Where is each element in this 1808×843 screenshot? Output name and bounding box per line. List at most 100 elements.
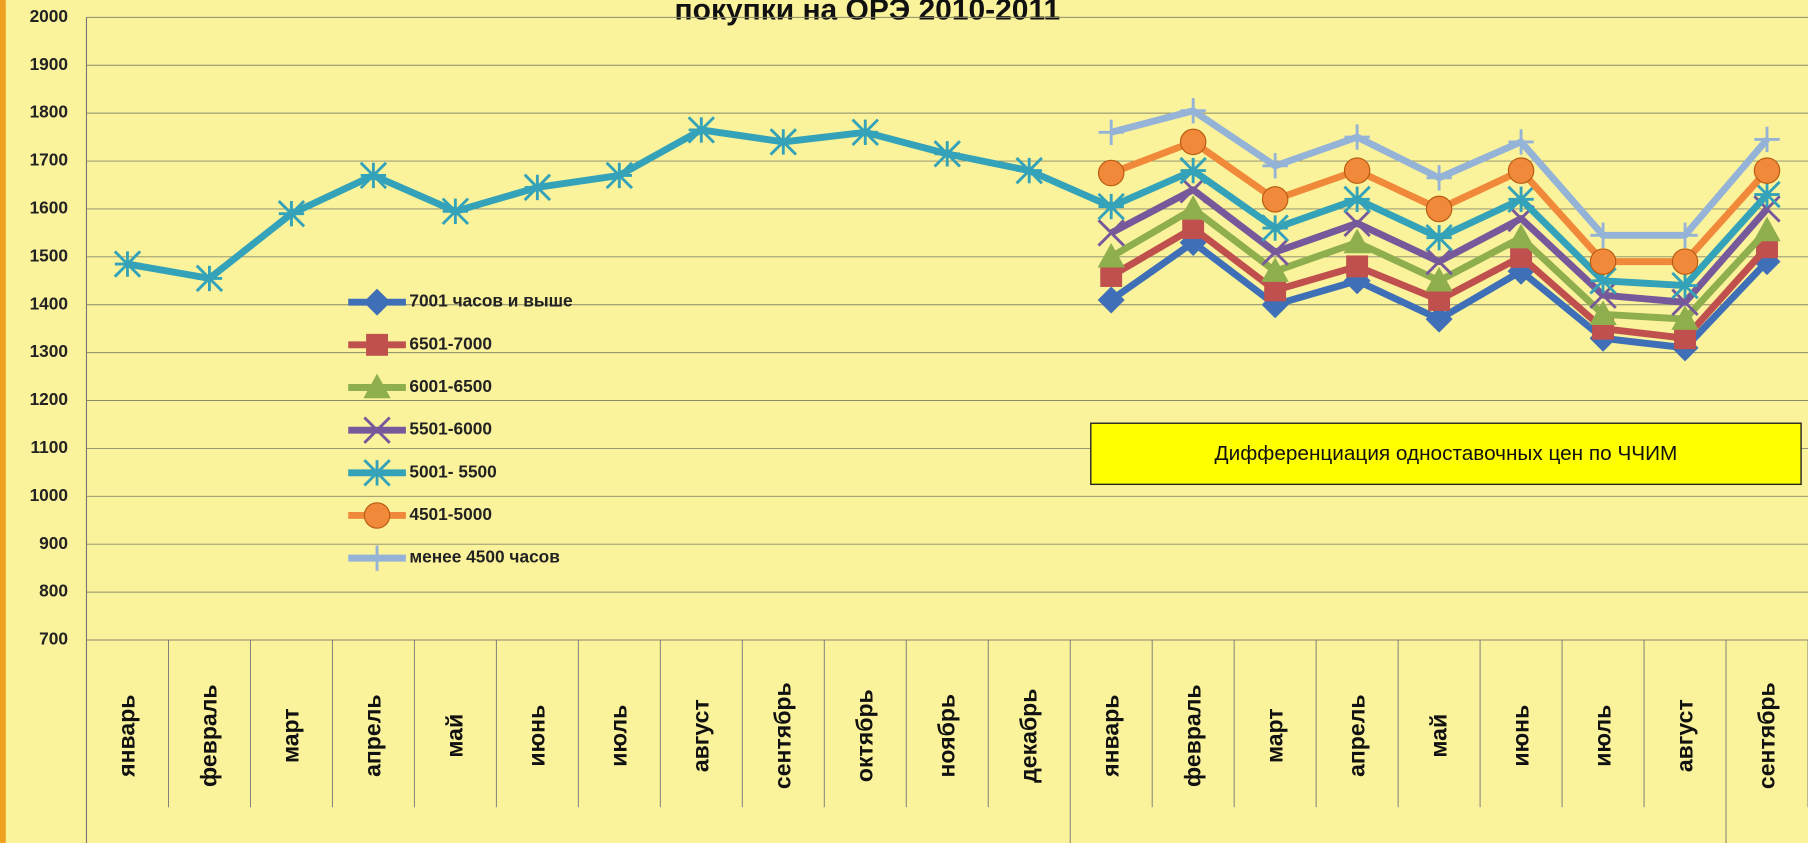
marker	[363, 416, 391, 444]
marker	[1261, 214, 1289, 242]
marker	[933, 140, 961, 168]
marker	[1261, 257, 1289, 282]
marker	[1343, 185, 1371, 214]
marker	[1179, 156, 1207, 185]
marker	[113, 250, 142, 278]
marker	[277, 200, 306, 228]
x-tick-label: июль	[606, 705, 632, 767]
marker	[1097, 192, 1125, 221]
x-tick-label: декабрь	[1015, 689, 1041, 783]
x-tick-label: апрель	[360, 694, 386, 776]
marker	[1261, 238, 1289, 266]
marker	[1015, 156, 1043, 185]
y-tick-label: 900	[39, 533, 68, 553]
marker	[1100, 265, 1123, 287]
marker	[363, 373, 391, 399]
x-tick-label: март	[278, 708, 304, 763]
marker	[1097, 286, 1125, 314]
y-tick-label: 1500	[30, 245, 68, 265]
series	[1097, 195, 1781, 330]
marker	[366, 333, 389, 356]
annotation: Дифференциация одноставочных цен по ЧЧИМ	[1215, 442, 1678, 465]
marker	[1182, 217, 1205, 240]
marker	[1589, 281, 1617, 309]
marker	[363, 288, 391, 316]
x-tick-label: январь	[114, 695, 140, 778]
marker	[1179, 176, 1207, 204]
marker	[1343, 228, 1371, 254]
marker	[1425, 223, 1453, 252]
marker	[1753, 180, 1781, 209]
y-tick-label: 1100	[31, 437, 68, 457]
marker	[1507, 185, 1535, 214]
marker	[1507, 157, 1535, 184]
marker	[1507, 223, 1535, 249]
x-tick-label: июнь	[524, 705, 550, 767]
x-tick-label: май	[442, 714, 468, 758]
marker	[1179, 195, 1207, 220]
marker	[605, 161, 634, 190]
y-tick-label: 1700	[30, 150, 68, 170]
marker	[1344, 124, 1370, 150]
chart-title: покупки на ОРЭ 2010-2011	[675, 0, 1061, 27]
marker	[1097, 159, 1125, 187]
x-tick-label: июнь	[1507, 705, 1533, 767]
marker	[1590, 222, 1616, 248]
y-tick-label: 1000	[30, 485, 68, 505]
x-tick-label: май	[1425, 714, 1451, 758]
x-tick-label: июль	[1589, 705, 1615, 767]
marker	[1753, 216, 1781, 242]
marker	[1097, 242, 1125, 268]
series	[1100, 217, 1778, 350]
marker	[1510, 245, 1533, 268]
marker	[1179, 128, 1207, 156]
y-tick-label: 1900	[30, 54, 68, 74]
y-tick-label: 800	[39, 581, 68, 601]
marker	[1343, 157, 1371, 184]
series	[113, 116, 1781, 300]
marker	[364, 545, 390, 571]
x-tick-label: ноябрь	[933, 694, 959, 778]
x-tick-label: октябрь	[852, 689, 878, 782]
y-tick-label: 1300	[30, 341, 68, 361]
legend-label: 4501-5000	[409, 504, 492, 524]
marker	[1425, 247, 1453, 276]
legend-label: 7001 часов и выше	[409, 291, 573, 311]
marker	[1426, 165, 1452, 191]
marker	[1262, 153, 1288, 179]
marker	[1264, 279, 1287, 302]
marker	[1508, 129, 1534, 155]
marker	[1753, 157, 1781, 184]
marker	[769, 128, 797, 156]
legend-label: 6501-7000	[409, 333, 492, 353]
marker	[195, 264, 224, 293]
marker	[1425, 266, 1453, 292]
legend-label: менее 4500 часов	[409, 547, 560, 567]
marker	[1261, 186, 1289, 213]
x-tick-label: февраль	[196, 684, 222, 787]
y-tick-label: 2000	[30, 6, 68, 26]
marker	[1097, 219, 1125, 247]
marker	[523, 173, 552, 202]
series	[1097, 128, 1781, 275]
marker	[441, 197, 470, 226]
x-tick-label: январь	[1097, 695, 1123, 778]
y-tick-label: 1600	[30, 198, 68, 218]
marker	[1425, 195, 1453, 223]
marker	[851, 118, 879, 147]
marker	[1425, 305, 1453, 333]
marker	[1428, 288, 1451, 311]
legend-label: 6001-6500	[409, 376, 492, 396]
y-tick-label: 700	[39, 629, 68, 649]
legend-label: 5501-6000	[409, 419, 492, 439]
marker	[1671, 271, 1699, 300]
marker	[1671, 248, 1699, 275]
x-tick-label: сентябрь	[770, 682, 796, 789]
y-tick-label: 1800	[30, 102, 68, 122]
marker	[1180, 98, 1206, 124]
marker	[1589, 267, 1617, 295]
marker	[363, 459, 391, 487]
marker	[687, 116, 716, 144]
annotation-box	[1090, 422, 1802, 486]
